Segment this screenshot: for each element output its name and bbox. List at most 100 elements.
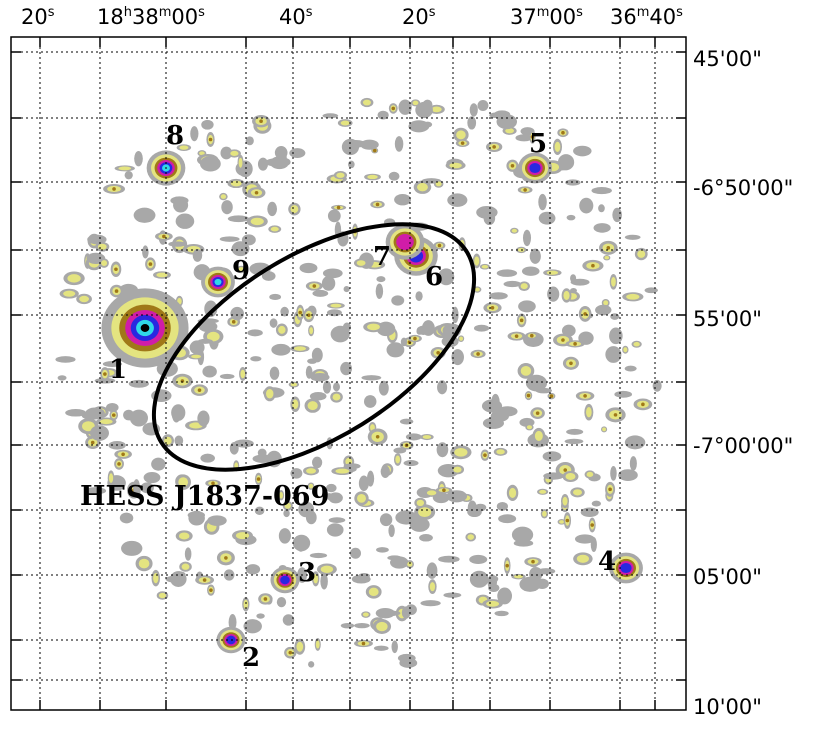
noise-blob xyxy=(267,201,278,217)
noise-blob xyxy=(394,136,404,152)
noise-blob xyxy=(342,322,351,332)
noise-blob xyxy=(497,587,513,605)
noise-blob xyxy=(247,329,263,337)
noise-blob xyxy=(564,438,584,445)
source-labels: 1 2 3 4 5 6 7 8 9 xyxy=(109,121,616,673)
noise-blob xyxy=(573,145,592,157)
noise-blob-core xyxy=(117,462,121,466)
noise-blob xyxy=(519,576,541,592)
source-7 xyxy=(385,224,425,260)
noise-blob xyxy=(223,569,235,581)
noise-blob xyxy=(591,500,601,507)
noise-blob-bright xyxy=(340,120,350,126)
noise-blob xyxy=(219,373,235,380)
noise-blob-bright xyxy=(284,502,291,509)
noise-blob xyxy=(320,573,328,590)
noise-blob-core xyxy=(111,413,116,417)
noise-blob-core xyxy=(606,246,611,250)
noise-blob-bright xyxy=(395,455,401,464)
noise-blob-bright xyxy=(330,303,342,308)
noise-blob-bright xyxy=(418,507,432,518)
noise-blob xyxy=(271,343,291,356)
noise-blob xyxy=(438,268,455,286)
noise-blob xyxy=(220,146,233,160)
noise-blob-core xyxy=(492,145,496,149)
noise-blob xyxy=(498,514,517,524)
noise-blob xyxy=(376,547,389,553)
noise-blob-bright xyxy=(235,532,250,540)
noise-blob-core xyxy=(483,453,487,457)
noise-blob-core xyxy=(231,320,236,324)
noise-blob-bright xyxy=(220,194,227,199)
noise-blob xyxy=(591,187,612,195)
noise-blob xyxy=(511,526,534,543)
noise-blob xyxy=(503,280,522,288)
noise-blob xyxy=(200,453,215,463)
noise-blob-bright xyxy=(315,640,320,649)
noise-blob xyxy=(426,562,438,579)
noise-blob xyxy=(358,573,371,579)
hess-target-label: HESS J1837-069 xyxy=(80,481,329,512)
noise-blob-bright xyxy=(108,473,114,483)
noise-blob xyxy=(322,113,339,119)
noise-blob-bright xyxy=(367,174,378,180)
noise-blob-bright xyxy=(79,295,89,303)
noise-blob-bright xyxy=(238,267,245,272)
plot-frame xyxy=(10,36,687,711)
noise-blob-bright xyxy=(539,489,547,494)
noise-blob xyxy=(566,214,576,221)
noise-blob xyxy=(343,285,350,293)
noise-blob-core xyxy=(565,518,570,523)
noise-blob-core xyxy=(563,468,568,472)
noise-blob xyxy=(199,155,221,172)
noise-blob-core xyxy=(583,394,587,398)
noise-blob xyxy=(250,356,262,362)
noise-blob xyxy=(307,358,318,364)
noise-blob-bright xyxy=(429,582,436,592)
noise-blob-core xyxy=(641,402,645,407)
noise-blob-bright xyxy=(496,449,505,455)
noise-blob-bright xyxy=(158,592,167,599)
noise-blob-core xyxy=(103,372,107,376)
noise-blob xyxy=(570,278,590,286)
noise-blob xyxy=(151,457,166,471)
noise-blob xyxy=(168,241,187,247)
noise-blob-bright xyxy=(153,572,159,584)
noise-blob xyxy=(292,534,311,552)
noise-blob xyxy=(535,387,552,394)
noise-blob xyxy=(290,468,303,479)
noise-blob xyxy=(326,309,342,317)
noise-blob xyxy=(192,249,203,262)
noise-blob xyxy=(282,614,295,626)
noise-blob-core xyxy=(306,313,311,317)
noise-blob xyxy=(252,454,274,463)
noise-blob xyxy=(321,275,336,291)
noise-blob xyxy=(128,379,149,388)
noise-blob-bright xyxy=(266,389,274,399)
noise-blob-core xyxy=(460,141,465,145)
noise-blob-core xyxy=(523,188,527,192)
source-label-3: 3 xyxy=(298,558,316,588)
noise-blob xyxy=(378,380,389,396)
noise-blob-bright xyxy=(308,483,314,489)
noise-blob xyxy=(522,229,532,247)
noise-blob-bright xyxy=(357,493,366,503)
noise-blob xyxy=(245,564,261,575)
noise-blob-bright xyxy=(335,468,350,474)
noise-blob xyxy=(65,409,87,417)
source-label-1: 1 xyxy=(109,355,127,385)
noise-blob-bright xyxy=(526,425,533,430)
noise-blob xyxy=(175,213,195,229)
noise-blob-bright xyxy=(426,490,437,496)
noise-blob xyxy=(269,318,278,328)
noise-blob-core xyxy=(608,487,612,492)
noise-blob-bright xyxy=(542,510,547,517)
noise-blob xyxy=(482,417,504,429)
noise-blob xyxy=(473,324,490,332)
noise-blob-core xyxy=(298,310,302,315)
noise-blob xyxy=(496,502,509,511)
noise-blob-bright xyxy=(454,447,468,457)
noise-blob-bright xyxy=(293,346,306,351)
source-label-2: 2 xyxy=(242,643,260,673)
